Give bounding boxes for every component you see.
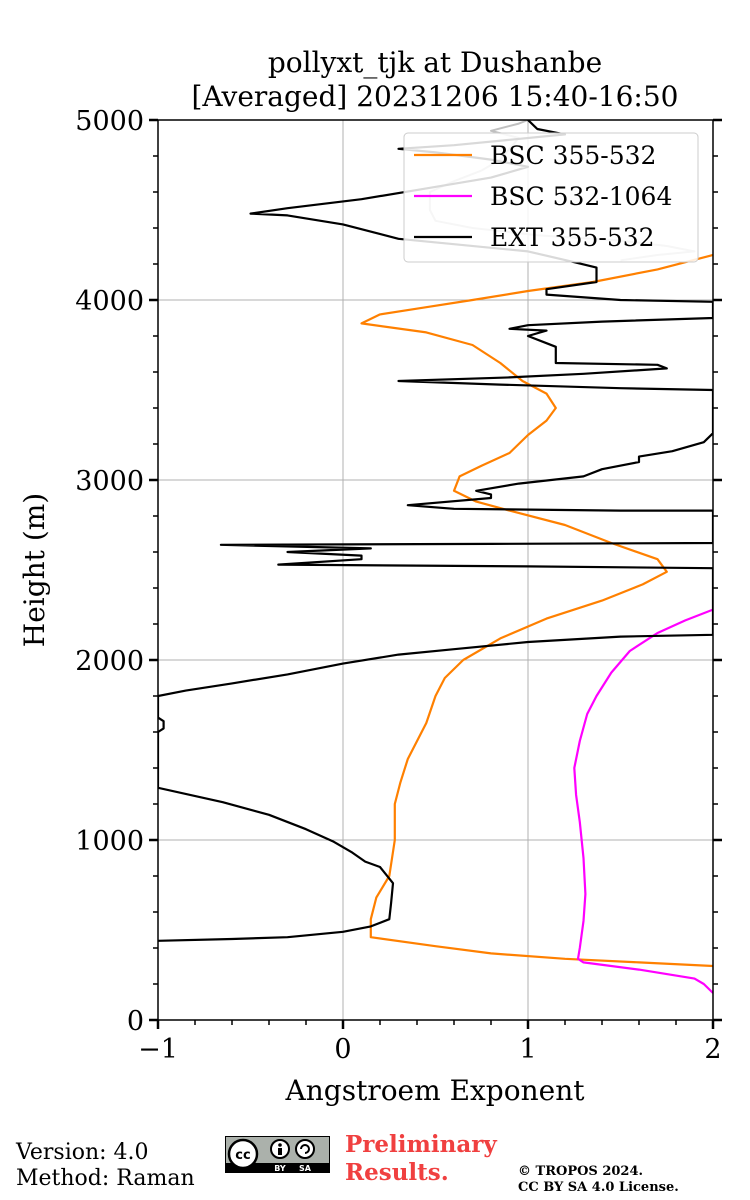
x-axis-label: Angstroem Exponent (285, 1074, 586, 1107)
x-tick-label: −1 (138, 1034, 178, 1065)
x-tick-label: 1 (519, 1034, 536, 1065)
y-tick-label: 4000 (75, 286, 144, 317)
legend-label-bsc-532-1064: BSC 532-1064 (490, 182, 672, 211)
preliminary-line-1: Preliminary (345, 1131, 497, 1158)
x-tick-label: 0 (334, 1034, 351, 1065)
cc-mark: cc (235, 1148, 250, 1163)
chart-subtitle: [Averaged] 20231206 15:40-16:50 (192, 80, 679, 113)
preliminary-results-note: Preliminary Results. (345, 1131, 497, 1187)
copyright-note: © TROPOS 2024. CC BY SA 4.0 License. (518, 1164, 679, 1196)
share-alike-icon (295, 1139, 315, 1159)
y-tick-label: 5000 (75, 106, 144, 137)
sa-label: SA (299, 1164, 312, 1173)
series-line-bsc-532-1064 (573, 608, 713, 994)
method-text: Method: Raman (16, 1166, 195, 1191)
y-tick-label: 0 (127, 1006, 144, 1037)
y-tick-label: 3000 (75, 466, 144, 497)
legend-box (403, 132, 699, 263)
y-tick-label: 1000 (75, 826, 144, 857)
series-line-bsc-355-532 (360, 253, 713, 968)
copyright-line-1: © TROPOS 2024. (518, 1164, 644, 1179)
by-label: BY (274, 1164, 286, 1173)
copyright-line-2: CC BY SA 4.0 License. (518, 1180, 679, 1195)
legend-label-ext-355-532: EXT 355-532 (490, 223, 655, 252)
chart-title: pollyxt_tjk at Dushanbe (268, 46, 602, 79)
y-axis-label: Height (m) (18, 493, 51, 647)
cc-by-sa-license-icon: cc BY SA (225, 1136, 330, 1173)
version-text: Version: 4.0 (16, 1140, 149, 1165)
y-tick-label: 2000 (75, 646, 144, 677)
legend: BSC 355-532 BSC 532-1064 EXT 355-532 (403, 132, 699, 263)
x-tick-label: 2 (704, 1034, 721, 1065)
preliminary-line-2: Results. (345, 1159, 449, 1186)
legend-label-bsc-355-532: BSC 355-532 (490, 141, 656, 170)
plot-frame (157, 119, 714, 1021)
